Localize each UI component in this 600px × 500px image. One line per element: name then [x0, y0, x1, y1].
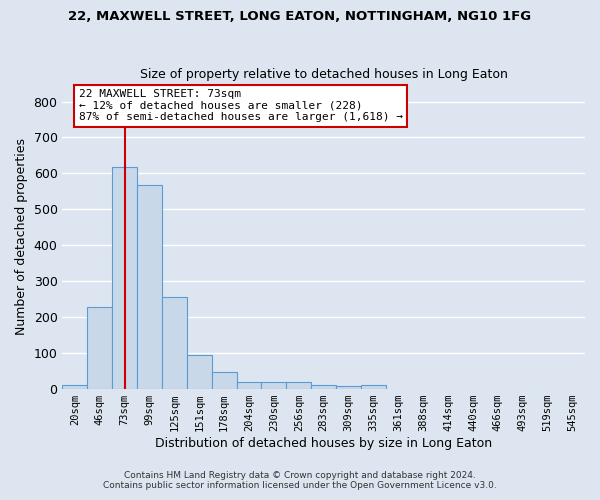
Bar: [112, 168, 137, 389]
Bar: [286, 382, 311, 389]
Bar: [311, 386, 336, 389]
Bar: [137, 186, 162, 389]
Bar: [262, 382, 286, 389]
Text: 22, MAXWELL STREET, LONG EATON, NOTTINGHAM, NG10 1FG: 22, MAXWELL STREET, LONG EATON, NOTTINGH…: [68, 10, 532, 23]
Bar: [212, 372, 236, 389]
Bar: [187, 355, 212, 389]
Text: Contains HM Land Registry data © Crown copyright and database right 2024.
Contai: Contains HM Land Registry data © Crown c…: [103, 470, 497, 490]
Bar: [88, 307, 112, 389]
Text: 22 MAXWELL STREET: 73sqm
← 12% of detached houses are smaller (228)
87% of semi-: 22 MAXWELL STREET: 73sqm ← 12% of detach…: [79, 89, 403, 122]
Bar: [361, 386, 386, 389]
Title: Size of property relative to detached houses in Long Eaton: Size of property relative to detached ho…: [140, 68, 508, 81]
Bar: [62, 386, 88, 389]
Y-axis label: Number of detached properties: Number of detached properties: [15, 138, 28, 335]
X-axis label: Distribution of detached houses by size in Long Eaton: Distribution of detached houses by size …: [155, 437, 492, 450]
Bar: [162, 298, 187, 389]
Bar: [236, 382, 262, 389]
Bar: [336, 386, 361, 389]
